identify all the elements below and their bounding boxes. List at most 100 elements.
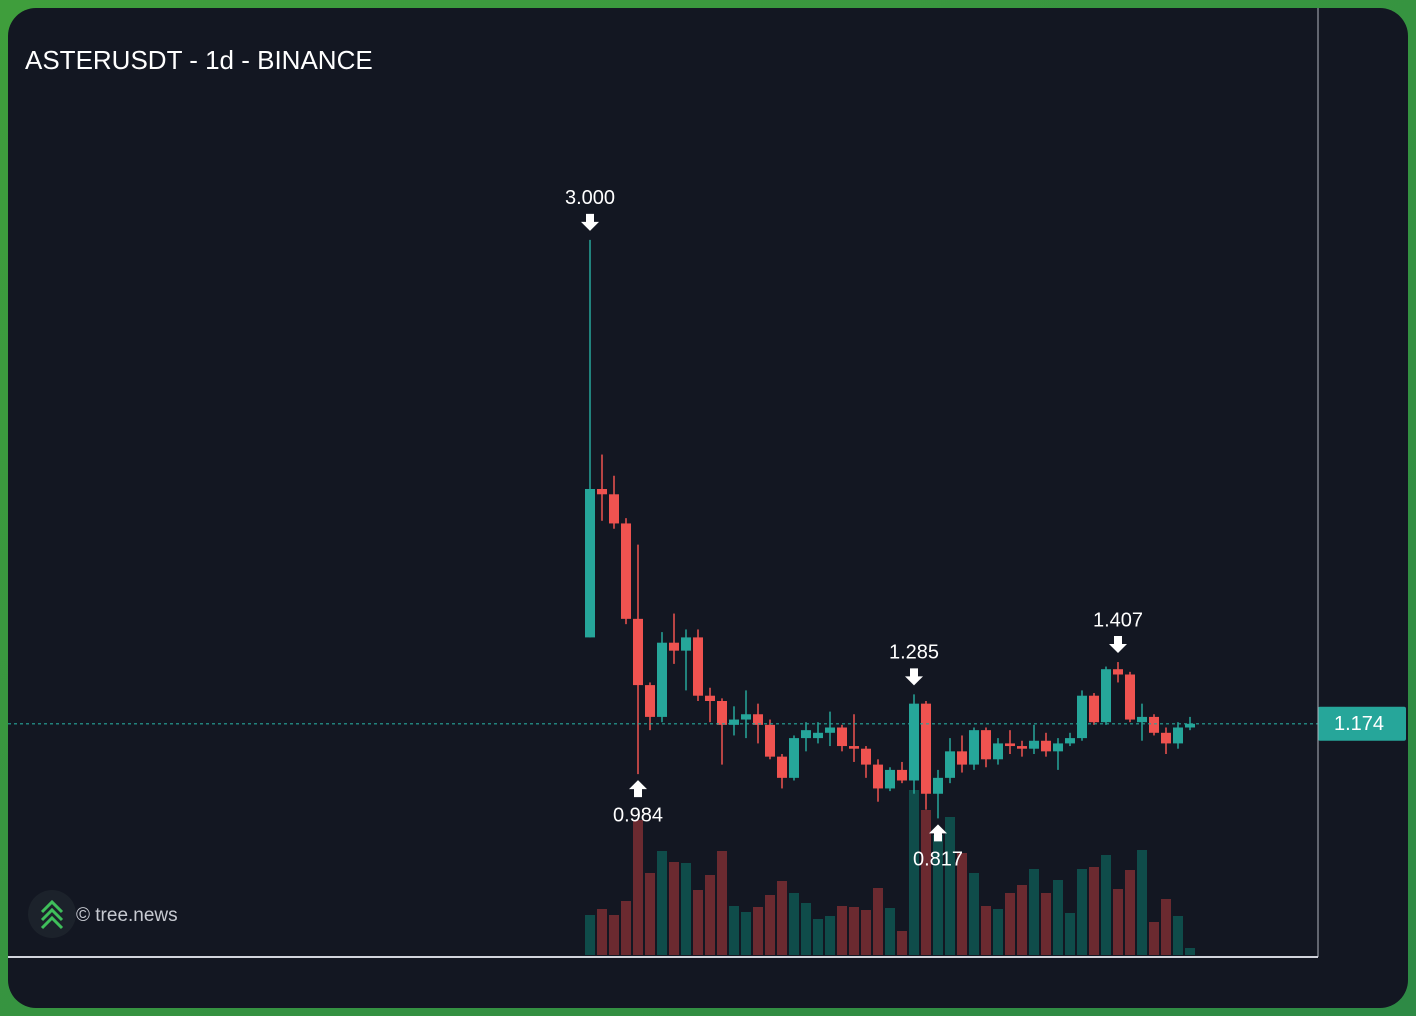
volume-bar	[633, 820, 643, 955]
candle-body	[1017, 746, 1027, 749]
volume-bar	[897, 931, 907, 955]
volume-bar	[1149, 922, 1159, 955]
volume-bar	[609, 915, 619, 955]
candle-body	[1173, 727, 1183, 744]
candle-body	[825, 727, 835, 733]
volume-bar	[801, 903, 811, 955]
candle-body	[849, 746, 859, 749]
candle-body	[801, 730, 811, 739]
candle-body	[1041, 740, 1051, 752]
candle-body	[981, 730, 991, 760]
volume-bar	[945, 817, 955, 955]
volume-bar	[765, 895, 775, 955]
candle-body	[993, 743, 1003, 760]
high-arrow	[905, 668, 923, 686]
high-arrow	[581, 213, 599, 231]
volume-bar	[813, 919, 823, 955]
high-arrow	[1109, 636, 1127, 654]
candle-body	[657, 642, 667, 717]
candle-body	[1029, 740, 1039, 749]
candle-body	[1149, 716, 1159, 733]
candle-body	[837, 727, 847, 747]
candle-body	[1161, 732, 1171, 744]
candle-body	[1053, 743, 1063, 752]
chart-title: ASTERUSDT - 1d - BINANCE	[25, 45, 373, 75]
volume-bar	[777, 881, 787, 955]
candle-body	[1137, 716, 1147, 723]
watermark: © tree.news	[76, 905, 178, 926]
high-label: 3.000	[565, 187, 615, 209]
candle-body	[681, 637, 691, 651]
volume-bar	[789, 893, 799, 955]
last-price-label: 1.174	[1334, 713, 1384, 735]
volume-bar	[825, 916, 835, 955]
last-price-box	[1318, 706, 1406, 741]
volume-bar	[861, 910, 871, 955]
volume-bar	[669, 862, 679, 955]
candle-body	[777, 756, 787, 778]
volume-bar	[1029, 869, 1039, 955]
volume-bar	[1053, 880, 1063, 955]
volume-bar	[1077, 869, 1087, 955]
volume-bar	[597, 909, 607, 955]
volume-bar	[585, 915, 595, 955]
candle-body	[897, 769, 907, 781]
volume-bar	[1125, 870, 1135, 955]
volume-bar	[849, 907, 859, 955]
high-label: 1.285	[889, 642, 939, 664]
candle-body	[693, 637, 703, 696]
volume-bar	[1065, 913, 1075, 955]
volume-bar	[993, 909, 1003, 955]
low-arrow	[929, 824, 947, 842]
candle-body	[921, 703, 931, 794]
candle-body	[909, 703, 919, 781]
candle-body	[741, 714, 751, 720]
volume-bar	[1101, 855, 1111, 955]
volume-bar	[1005, 893, 1015, 955]
candle-body	[717, 701, 727, 725]
volume-bar	[1089, 867, 1099, 955]
volume-bar	[1113, 889, 1123, 955]
candle-body	[789, 738, 799, 778]
volume-bar	[885, 908, 895, 955]
volume-bar	[837, 906, 847, 955]
low-arrow	[629, 780, 647, 798]
low-label: 0.817	[913, 849, 963, 871]
candle-body	[1089, 695, 1099, 723]
candle-body	[873, 764, 883, 789]
candle-body	[885, 769, 895, 789]
volume-bar	[1137, 850, 1147, 955]
candle-body	[609, 494, 619, 524]
candle-body	[705, 695, 715, 702]
candle-body	[1125, 674, 1135, 720]
high-label: 1.407	[1093, 609, 1143, 631]
low-label: 0.984	[613, 804, 663, 826]
candle-body	[1077, 695, 1087, 739]
volume-bar	[705, 875, 715, 955]
candle-body	[621, 523, 631, 619]
candle-body	[1101, 669, 1111, 723]
volume-bar	[621, 901, 631, 955]
candle-body	[957, 751, 967, 765]
candle-body	[1113, 669, 1123, 675]
volume-bar	[1161, 899, 1171, 955]
volume-bar	[1041, 893, 1051, 955]
volume-bar	[1185, 948, 1195, 955]
volume-bar	[729, 906, 739, 955]
candle-body	[1065, 738, 1075, 744]
volume-bar	[645, 873, 655, 955]
watermark-logo	[28, 890, 76, 938]
candle-body	[765, 724, 775, 757]
candle-body	[753, 714, 763, 725]
candle-body	[1185, 723, 1195, 728]
volume-bar	[969, 873, 979, 955]
volume-bar	[717, 851, 727, 955]
volume-bar	[921, 810, 931, 955]
candle-body	[933, 777, 943, 794]
volume-bar	[681, 863, 691, 955]
candle-body	[813, 732, 823, 739]
volume-bar	[933, 835, 943, 955]
candle-body	[585, 488, 595, 638]
candle-body	[729, 719, 739, 725]
